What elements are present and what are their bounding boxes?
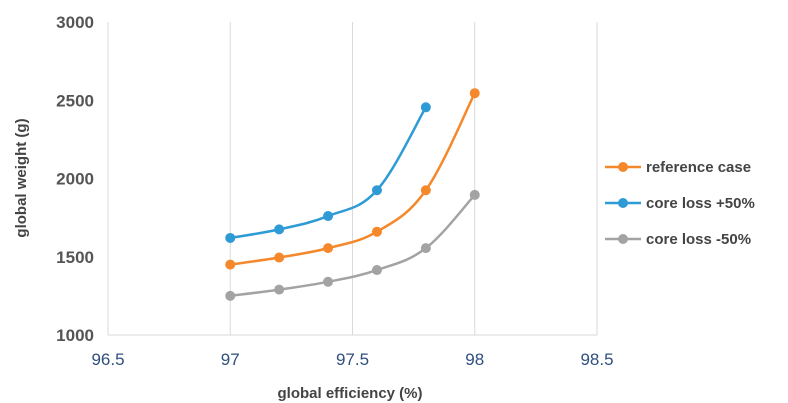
data-point (420, 185, 431, 196)
data-point (469, 189, 480, 200)
legend-label: core loss -50% (646, 231, 751, 248)
y-tick-label: 3000 (56, 13, 94, 32)
y-tick-label: 1500 (56, 248, 94, 267)
series-layer (225, 88, 480, 301)
x-tick-label: 96.5 (91, 350, 124, 369)
data-point (420, 102, 431, 113)
axes (107, 22, 597, 336)
x-tick-label: 98.5 (580, 350, 613, 369)
legend-swatch-marker (618, 162, 628, 172)
y-axis-title: global weight (g) (13, 118, 30, 237)
legend-label: core loss +50% (646, 195, 755, 212)
data-point (420, 243, 431, 254)
data-point (225, 259, 236, 270)
y-tick-label: 2000 (56, 170, 94, 189)
x-tick-label: 97.5 (336, 350, 369, 369)
data-point (225, 290, 236, 301)
data-point (371, 226, 382, 237)
tick-labels: 96.5 97 97.5 98 98.5 1000 1500 2000 2500 3000 (56, 13, 613, 369)
legend-swatch-marker (618, 234, 628, 244)
data-point (469, 88, 480, 99)
data-point (323, 276, 334, 287)
data-point (274, 252, 285, 263)
x-tick-label: 97 (221, 350, 240, 369)
data-point (274, 284, 285, 295)
data-point (274, 224, 285, 235)
data-point (225, 232, 236, 243)
data-point (323, 211, 334, 222)
legend: reference case core loss +50% core loss -5… (605, 159, 755, 248)
data-point (371, 185, 382, 196)
data-point (323, 243, 334, 254)
data-point (371, 265, 382, 276)
legend-label: reference case (646, 159, 751, 176)
legend-swatch-marker (618, 198, 628, 208)
x-axis-title: global efficiency (%) (277, 385, 422, 402)
x-tick-label: 98 (465, 350, 484, 369)
y-tick-label: 1000 (56, 326, 94, 345)
y-tick-label: 2500 (56, 91, 94, 110)
gridlines (229, 22, 598, 335)
